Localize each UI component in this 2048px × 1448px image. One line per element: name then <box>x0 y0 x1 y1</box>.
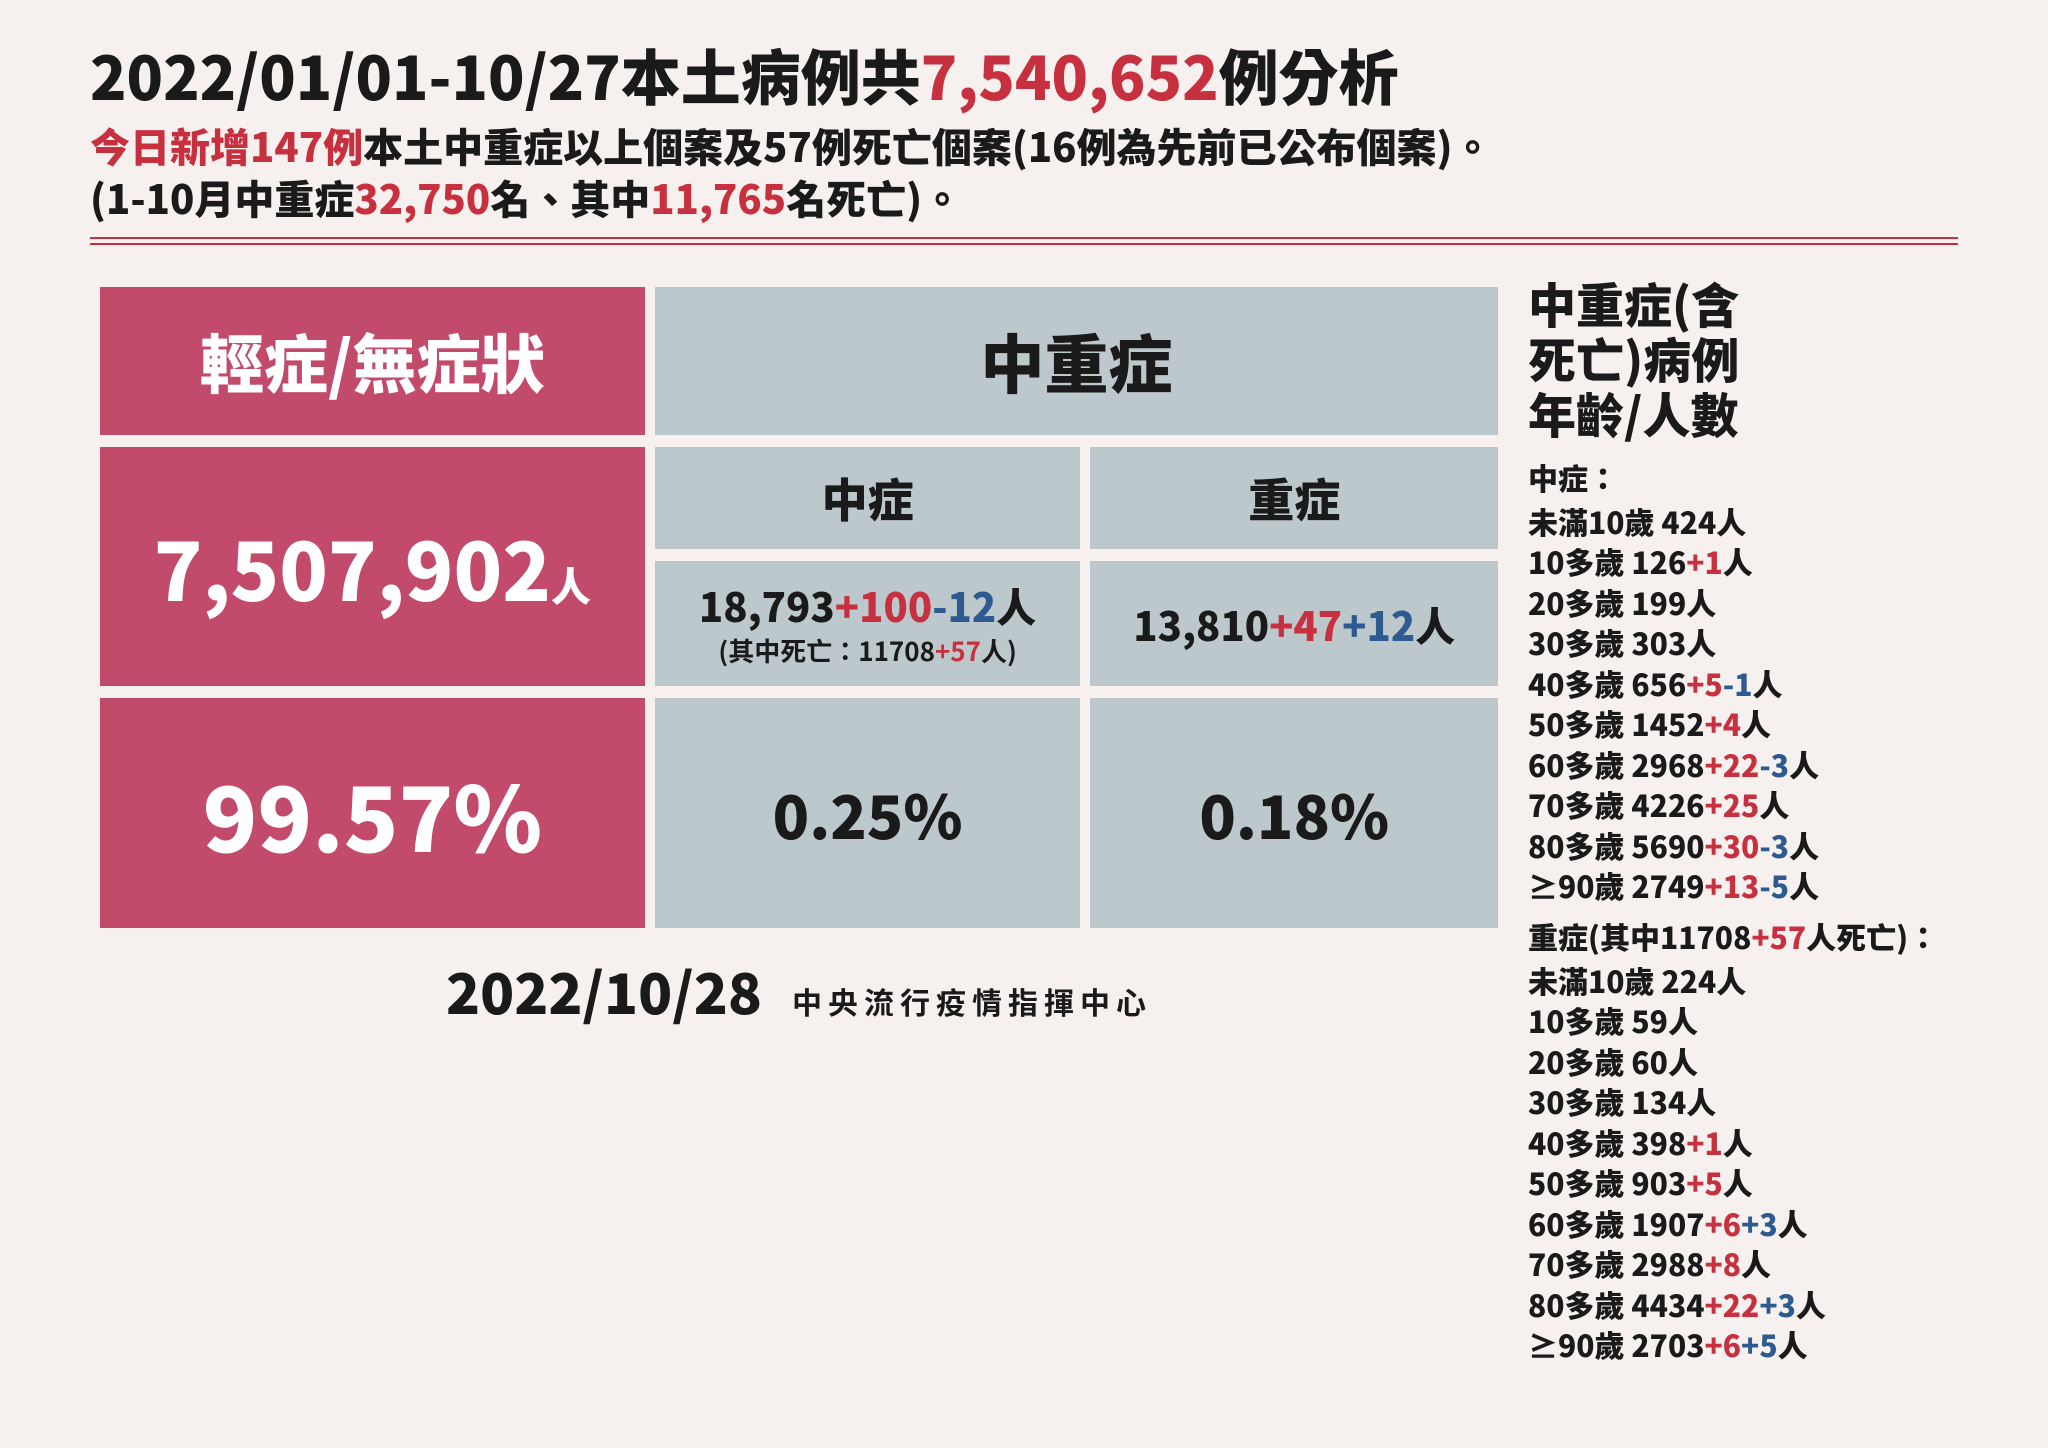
subtitle: 今日新增147例本土中重症以上個案及57例死亡個案(16例為先前已公布個案)。 … <box>90 119 1958 223</box>
subtitle-line2: (1-10月中重症32,750名、其中11,765名死亡)。 <box>90 171 1958 223</box>
moderate-label: 中症 <box>655 447 1081 549</box>
age-row: ≥90歲 2703+6+5人 <box>1528 1324 1958 1365</box>
moderate-minus: -12 <box>932 576 996 634</box>
mild-count-cell: 7,507,902人 <box>100 447 645 686</box>
severe-extra: +12 <box>1342 595 1415 653</box>
age-row: 20多歲 199人 <box>1528 582 1958 623</box>
age-row: 40多歲 398+1人 <box>1528 1122 1958 1163</box>
page-title: 2022/01/01-10/27本土病例共7,540,652例分析 <box>90 40 1958 109</box>
moderate-deaths-plus: +57 <box>935 632 981 669</box>
age-row: 70多歲 2988+8人 <box>1528 1243 1958 1284</box>
sub2-hl2: 11,765 <box>650 168 786 226</box>
title-highlight: 7,540,652 <box>921 31 1219 118</box>
severe-label: 重症 <box>1090 447 1498 549</box>
moderate-plus: +100 <box>835 576 932 634</box>
sev-title-base: 11708 <box>1660 914 1751 958</box>
header-mild: 輕症/無症狀 <box>100 287 645 435</box>
moderate-unit: 人 <box>996 576 1036 634</box>
age-row: 70多歲 4226+25人 <box>1528 784 1958 825</box>
severe-plus: +47 <box>1269 595 1342 653</box>
footer-date: 2022/10/28 <box>446 950 762 1031</box>
moderate-base: 18,793 <box>699 576 835 634</box>
moderate-pct: 0.25% <box>655 698 1081 928</box>
sub1-mid: 例 <box>323 116 363 174</box>
age-row: 30多歲 134人 <box>1528 1081 1958 1122</box>
age-row: 60多歲 2968+22-3人 <box>1528 744 1958 785</box>
age-row: 20多歲 60人 <box>1528 1041 1958 1082</box>
side-title-l3: 年齡/人數 <box>1528 377 1738 447</box>
age-row: 80多歲 5690+30-3人 <box>1528 825 1958 866</box>
age-row: 未滿10歲 424人 <box>1528 501 1958 542</box>
side-title: 中重症(含 死亡)病例 年齡/人數 <box>1528 275 1958 441</box>
footer-org: 中央流行疫情指揮中心 <box>792 979 1152 1023</box>
moderate-deaths-suffix: 人) <box>981 632 1017 669</box>
severe-pct: 0.18% <box>1090 698 1498 928</box>
moderate-age-list: 未滿10歲 424人10多歲 126+1人20多歲 199人30多歲 303人4… <box>1528 501 1958 906</box>
sub2-post: 名死亡)。 <box>786 168 962 226</box>
sub2-mid: 名、其中 <box>490 168 650 226</box>
side-moderate-title: 中症： <box>1528 455 1958 499</box>
moderate-deaths-base: 11708 <box>858 632 935 669</box>
mild-pct: 99.57% <box>100 698 645 928</box>
moderate-deaths: (其中死亡：11708+57人) <box>665 635 1071 666</box>
age-row: 80多歲 4434+22+3人 <box>1528 1284 1958 1325</box>
mild-unit: 人 <box>551 555 591 613</box>
title-post: 例分析 <box>1219 31 1399 118</box>
moderate-cell: 18,793+100-12人 (其中死亡：11708+57人) <box>655 561 1081 686</box>
age-row: 10多歲 126+1人 <box>1528 541 1958 582</box>
sub1-plain: 本土中重症以上個案及57例死亡個案(16例為先前已公布個案)。 <box>363 116 1492 174</box>
moderate-deaths-prefix: (其中死亡： <box>718 632 858 669</box>
sub1-pre: 今日新增 <box>90 116 250 174</box>
summary-table: 輕症/無症狀 中重症 7,507,902人 中症 重症 18,793+100-1… <box>90 275 1508 1365</box>
side-severe-title: 重症(其中11708+57人死亡)： <box>1528 914 1958 958</box>
sev-title-pre: 重症(其中 <box>1528 914 1660 958</box>
severe-age-list: 未滿10歲 224人10多歲 59人20多歲 60人30多歲 134人40多歲 … <box>1528 960 1958 1365</box>
sub2-pre: (1-10月中重症 <box>90 168 354 226</box>
severe-cell: 13,810+47+12人 <box>1090 561 1498 686</box>
severe-base: 13,810 <box>1133 595 1269 653</box>
age-row: 10多歲 59人 <box>1528 1000 1958 1041</box>
header-modsev: 中重症 <box>655 287 1498 435</box>
age-row: 50多歲 903+5人 <box>1528 1162 1958 1203</box>
age-row: ≥90歲 2749+13-5人 <box>1528 865 1958 906</box>
footer: 2022/10/28 中央流行疫情指揮中心 <box>90 950 1508 1031</box>
age-row: 50多歲 1452+4人 <box>1528 703 1958 744</box>
age-row: 30多歲 303人 <box>1528 622 1958 663</box>
sub1-hl1: 147 <box>250 116 323 174</box>
age-row: 60多歲 1907+6+3人 <box>1528 1203 1958 1244</box>
severe-unit: 人 <box>1415 595 1455 653</box>
sev-title-post: 人死亡)： <box>1806 914 1938 958</box>
title-pre: 2022/01/01-10/27本土病例共 <box>90 31 921 118</box>
age-row: 未滿10歲 224人 <box>1528 960 1958 1001</box>
subtitle-line1: 今日新增147例本土中重症以上個案及57例死亡個案(16例為先前已公布個案)。 <box>90 119 1958 171</box>
sub2-hl1: 32,750 <box>354 168 490 226</box>
divider <box>90 237 1958 245</box>
age-breakdown: 中重症(含 死亡)病例 年齡/人數 中症： 未滿10歲 424人10多歲 126… <box>1528 275 1958 1365</box>
age-row: 40多歲 656+5-1人 <box>1528 663 1958 704</box>
sev-title-plus: +57 <box>1751 914 1806 958</box>
mild-count: 7,507,902 <box>154 509 551 625</box>
